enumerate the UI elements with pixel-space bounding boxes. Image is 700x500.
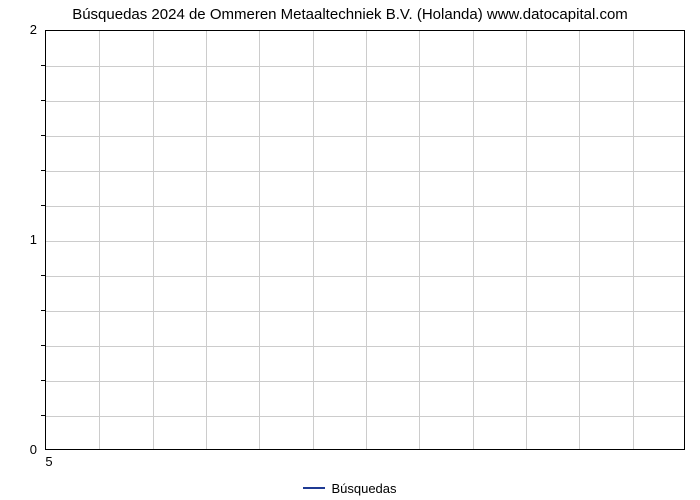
- y-axis-tick-label: 1: [17, 232, 37, 247]
- grid-line-vertical: [366, 31, 367, 449]
- legend-swatch: [303, 487, 325, 489]
- grid-line-vertical: [313, 31, 314, 449]
- grid-line-horizontal: [46, 136, 684, 137]
- y-axis-minor-tick: [41, 380, 45, 381]
- grid-line-vertical: [473, 31, 474, 449]
- grid-line-vertical: [579, 31, 580, 449]
- grid-line-vertical: [419, 31, 420, 449]
- y-axis-minor-tick: [41, 135, 45, 136]
- grid-line-vertical: [633, 31, 634, 449]
- grid-line-vertical: [153, 31, 154, 449]
- grid-line-horizontal: [46, 311, 684, 312]
- chart-plot-area: [45, 30, 685, 450]
- y-axis-minor-tick: [41, 275, 45, 276]
- y-axis-minor-tick: [41, 65, 45, 66]
- grid-line-horizontal: [46, 381, 684, 382]
- chart-container: Búsquedas 2024 de Ommeren Metaaltechniek…: [0, 0, 700, 500]
- legend-label: Búsquedas: [331, 481, 396, 496]
- y-axis-tick-label: 2: [17, 22, 37, 37]
- grid-line-horizontal: [46, 101, 684, 102]
- y-axis-minor-tick: [41, 415, 45, 416]
- grid-line-horizontal: [46, 206, 684, 207]
- chart-title: Búsquedas 2024 de Ommeren Metaaltechniek…: [0, 6, 700, 23]
- grid-line-horizontal: [46, 346, 684, 347]
- y-axis-tick-label: 0: [17, 442, 37, 457]
- y-axis-minor-tick: [41, 100, 45, 101]
- y-axis-minor-tick: [41, 310, 45, 311]
- grid-line-horizontal: [46, 241, 684, 242]
- grid-line-vertical: [259, 31, 260, 449]
- y-axis-minor-tick: [41, 170, 45, 171]
- grid-line-vertical: [99, 31, 100, 449]
- x-axis-tick-label: 5: [39, 454, 59, 469]
- grid-line-horizontal: [46, 276, 684, 277]
- y-axis-minor-tick: [41, 345, 45, 346]
- y-axis-minor-tick: [41, 205, 45, 206]
- legend: Búsquedas: [0, 476, 700, 496]
- grid-line-vertical: [526, 31, 527, 449]
- grid-line-horizontal: [46, 171, 684, 172]
- grid-line-horizontal: [46, 66, 684, 67]
- grid-line-vertical: [206, 31, 207, 449]
- grid-line-horizontal: [46, 416, 684, 417]
